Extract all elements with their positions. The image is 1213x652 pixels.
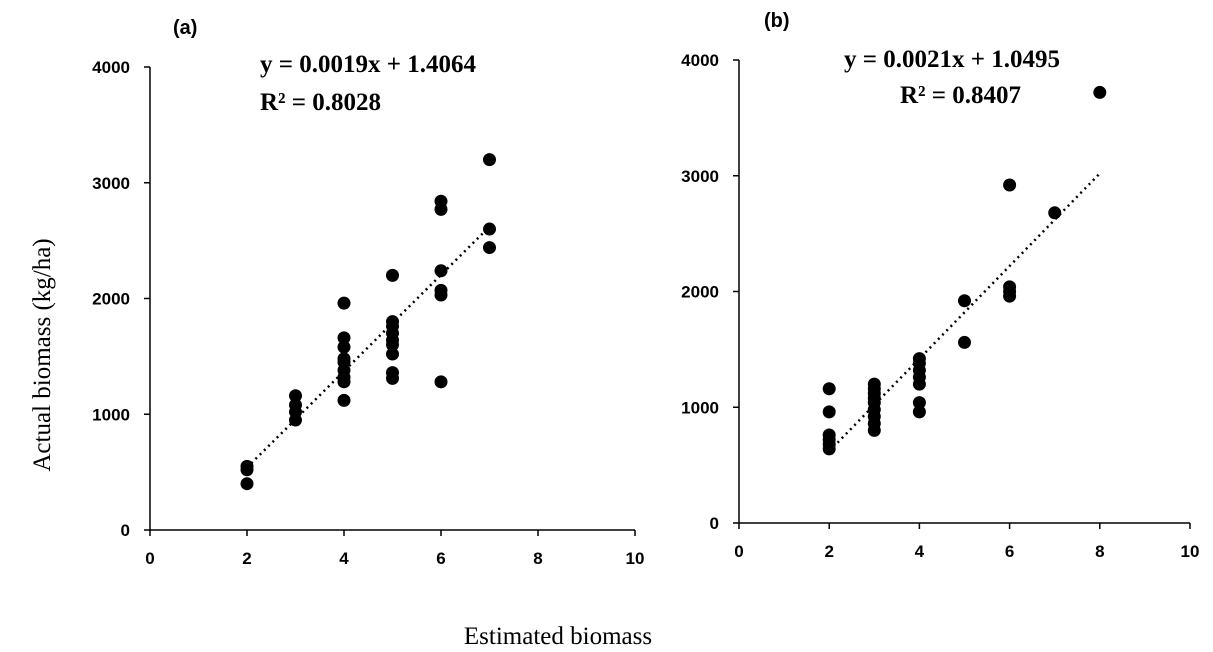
panel-b-y-tick-label: 3000 [681,167,719,186]
x-axis-title: Estimated biomass [464,623,652,650]
panel-b-x-tick-label: 8 [1095,542,1104,561]
panel-b-x-tick-label: 6 [1005,542,1014,561]
panel-a-data-point [386,366,399,380]
panel-a-data-point [386,315,399,329]
panel-a-y-tick-label: 2000 [92,290,130,309]
panel-b-data-point [912,352,926,366]
panel-a-plot-area: 0 2 4 6 8 10 0 1000 2000 3000 4000 [92,58,644,568]
panel-a-data-point [337,296,351,310]
panel-a-data-point [289,389,302,403]
panel-b-data-point [867,377,881,391]
panel-a-data-point [434,194,448,208]
panel-a-x-tick-label: 6 [436,549,445,568]
y-axis-title: Actual biomass (kg/ha) [29,238,56,471]
panel-b-data-point [1003,280,1017,294]
panel-b-plot-area: 0 2 4 6 8 10 0 1000 2000 3000 4000 [681,51,1199,561]
panel-a-x-tick-label: 10 [626,549,645,568]
panel-a-data-point [337,331,351,345]
panel-b-data-point [912,405,926,419]
panel-b-data-point [958,335,971,349]
panel-a-data-point [337,352,351,366]
panel-b-data-point [822,382,836,396]
panel-b-trendline [828,172,1101,453]
panel-a-x-tick-label: 2 [242,549,251,568]
panel-a-data-point [434,264,448,278]
panel-a-r-squared: R² = 0.8028 [260,89,381,116]
panel-b-data-point [1093,85,1107,99]
panel-a-equation: y = 0.0019x + 1.4064 [260,51,476,78]
panel-b-data-point [958,294,971,308]
panel-b-y-tick-label: 1000 [681,398,719,417]
panel-b-x-tick-label: 10 [1181,542,1200,561]
panel-b-data-point [1048,206,1062,220]
panel-b-y-tick-label: 2000 [681,283,719,302]
panel-b-x-tick-label: 2 [824,542,833,561]
panel-b-equation: y = 0.0021x + 1.0495 [844,46,1060,73]
panel-b-y-tick-label: 0 [710,514,719,533]
panel-b-data-point [1003,178,1017,192]
panel-a: (a) y = 0.0019x + 1.4064 R² = 0.8028 0 2 4… [92,17,644,568]
panel-a-data-point [386,268,399,282]
panel-a-trendline [246,225,491,469]
panel-a-data-point [386,347,399,361]
panel-a-x-tick-label: 0 [145,549,154,568]
panel-b-y-tick-label: 4000 [681,51,719,70]
panel-a-data-point [240,477,254,491]
panel-a-x-tick-label: 8 [533,549,542,568]
panel-a-data-point [483,153,496,167]
panel-a-data-point [434,375,448,389]
panel-b-data-point [822,428,836,442]
panel-a-y-tick-label: 0 [121,521,130,540]
panel-a-y-tick-label: 3000 [92,174,130,193]
panel-a-y-tick-label: 1000 [92,405,130,424]
panel-b-data-point [822,405,836,419]
panel-a-label: (a) [173,17,197,39]
panel-a-data-point [289,398,302,412]
panel-b-r-squared: R² = 0.8407 [900,82,1021,109]
panel-b-x-tick-label: 0 [734,542,743,561]
panel-a-data-point [434,283,448,297]
panel-a-data-point [337,340,351,354]
panel-a-data-point [483,222,496,236]
panel-a-data-point [337,393,351,407]
panel-b-x-tick-label: 4 [915,542,925,561]
panel-a-x-tick-label: 4 [339,549,349,568]
panel-b-label: (b) [764,10,790,32]
panel-a-data-point [240,459,254,473]
panel-b-data-point [912,396,926,410]
panel-b: (b) y = 0.0021x + 1.0495 R² = 0.8407 0 2 4… [681,10,1199,561]
panel-a-y-tick-label: 4000 [92,58,130,77]
panel-a-data-point [483,241,496,255]
